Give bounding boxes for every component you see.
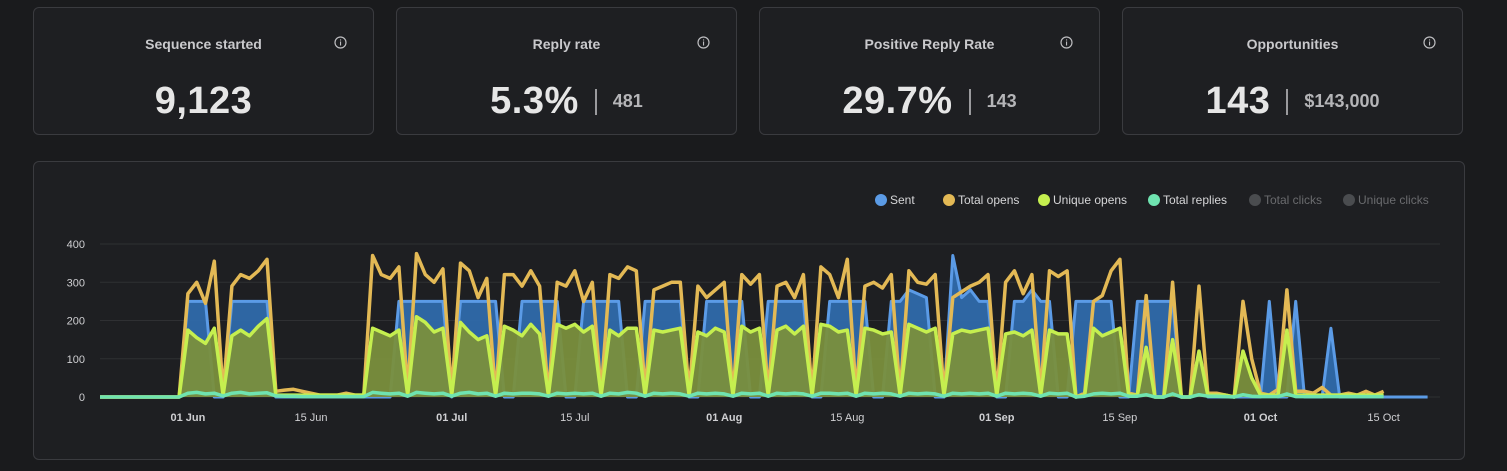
- card-reply-rate: Reply rate 5.3% 481: [396, 7, 737, 135]
- x-tick-label: 01 Sep: [979, 412, 1015, 424]
- legend-marker: [1148, 194, 1160, 206]
- info-icon[interactable]: [697, 36, 710, 49]
- y-tick-label: 200: [67, 316, 85, 328]
- card-secondary-value: $143,000: [1304, 91, 1380, 111]
- card-title: Opportunities: [1246, 36, 1339, 52]
- x-tick-label: 01 Aug: [706, 412, 742, 424]
- card-opportunities: Opportunities 143 $143,000: [1122, 7, 1463, 135]
- x-tick-label: 01 Jul: [436, 412, 467, 424]
- legend-marker: [1038, 194, 1050, 206]
- x-tick-label: 15 Aug: [830, 412, 864, 424]
- y-tick-label: 400: [67, 239, 85, 251]
- card-positive-reply-rate: Positive Reply Rate 29.7% 143: [759, 7, 1100, 135]
- card-sequence-started: Sequence started 9,123: [33, 7, 374, 135]
- legend-item-unique-clicks[interactable]: Unique clicks: [1343, 193, 1429, 207]
- legend-label: Sent: [890, 193, 915, 207]
- legend-marker: [1249, 194, 1261, 206]
- card-value: 9,123: [154, 80, 253, 122]
- y-tick-label: 100: [67, 354, 85, 366]
- y-tick-label: 0: [79, 392, 85, 404]
- x-tick-label: 01 Oct: [1244, 412, 1278, 424]
- card-value-row: 29.7% 143: [760, 80, 1099, 123]
- axis-layer: 0 100 200 300 400 01 Jun 15 Jun 01 Jul 15 Jul 01 …: [67, 239, 1400, 424]
- legend-label: Total clicks: [1264, 193, 1322, 207]
- legend-label: Total opens: [958, 193, 1019, 207]
- card-title: Sequence started: [145, 36, 262, 52]
- legend-item-total-clicks[interactable]: Total clicks: [1249, 193, 1322, 207]
- card-value-row: 143 $143,000: [1123, 80, 1462, 123]
- legend-item-unique-opens[interactable]: Unique opens: [1038, 193, 1127, 207]
- legend-marker: [1343, 194, 1355, 206]
- value-separator: [1286, 88, 1289, 115]
- card-title: Positive Reply Rate: [864, 36, 995, 52]
- card-value: 5.3%: [490, 80, 579, 122]
- legend-label: Unique clicks: [1358, 193, 1429, 207]
- value-separator: [594, 88, 597, 115]
- x-tick-label: 15 Oct: [1367, 412, 1399, 424]
- legend-marker: [943, 194, 955, 206]
- legend-label: Unique opens: [1053, 193, 1127, 207]
- card-value: 143: [1205, 80, 1271, 122]
- card-value-row: 5.3% 481: [397, 80, 736, 123]
- info-icon[interactable]: [1423, 36, 1436, 49]
- legend-label: Total replies: [1163, 193, 1227, 207]
- legend-item-sent[interactable]: Sent: [875, 193, 915, 207]
- card-value: 29.7%: [842, 80, 953, 122]
- card-secondary-value: 143: [986, 91, 1017, 111]
- y-tick-label: 300: [67, 277, 85, 289]
- x-tick-label: 15 Jun: [294, 412, 327, 424]
- card-value-row: 9,123: [34, 80, 373, 123]
- legend-item-total-opens[interactable]: Total opens: [943, 193, 1019, 207]
- x-tick-label: 01 Jun: [170, 412, 205, 424]
- x-tick-label: 15 Sep: [1102, 412, 1137, 424]
- info-icon[interactable]: [334, 36, 347, 49]
- card-secondary-value: 481: [612, 91, 643, 111]
- series-unique-opens-area: [100, 316, 1384, 397]
- legend-item-total-replies[interactable]: Total replies: [1148, 193, 1227, 207]
- series-total-replies-line: [100, 390, 1384, 399]
- card-title: Reply rate: [532, 36, 601, 52]
- activity-chart: 0 100 200 300 400 01 Jun 15 Jun 01 Jul 15 Jul 01 …: [67, 193, 1440, 424]
- legend-marker: [875, 194, 887, 206]
- x-tick-label: 15 Jul: [560, 412, 589, 424]
- value-separator: [968, 88, 971, 115]
- chart-panel: 0 100 200 300 400 01 Jun 15 Jun 01 Jul 15 Jul 01 …: [33, 161, 1465, 460]
- series-layer: [100, 251, 1428, 399]
- chart-legend: Sent Total opens Unique opens Total replies…: [875, 193, 1429, 207]
- info-icon[interactable]: [1060, 36, 1073, 49]
